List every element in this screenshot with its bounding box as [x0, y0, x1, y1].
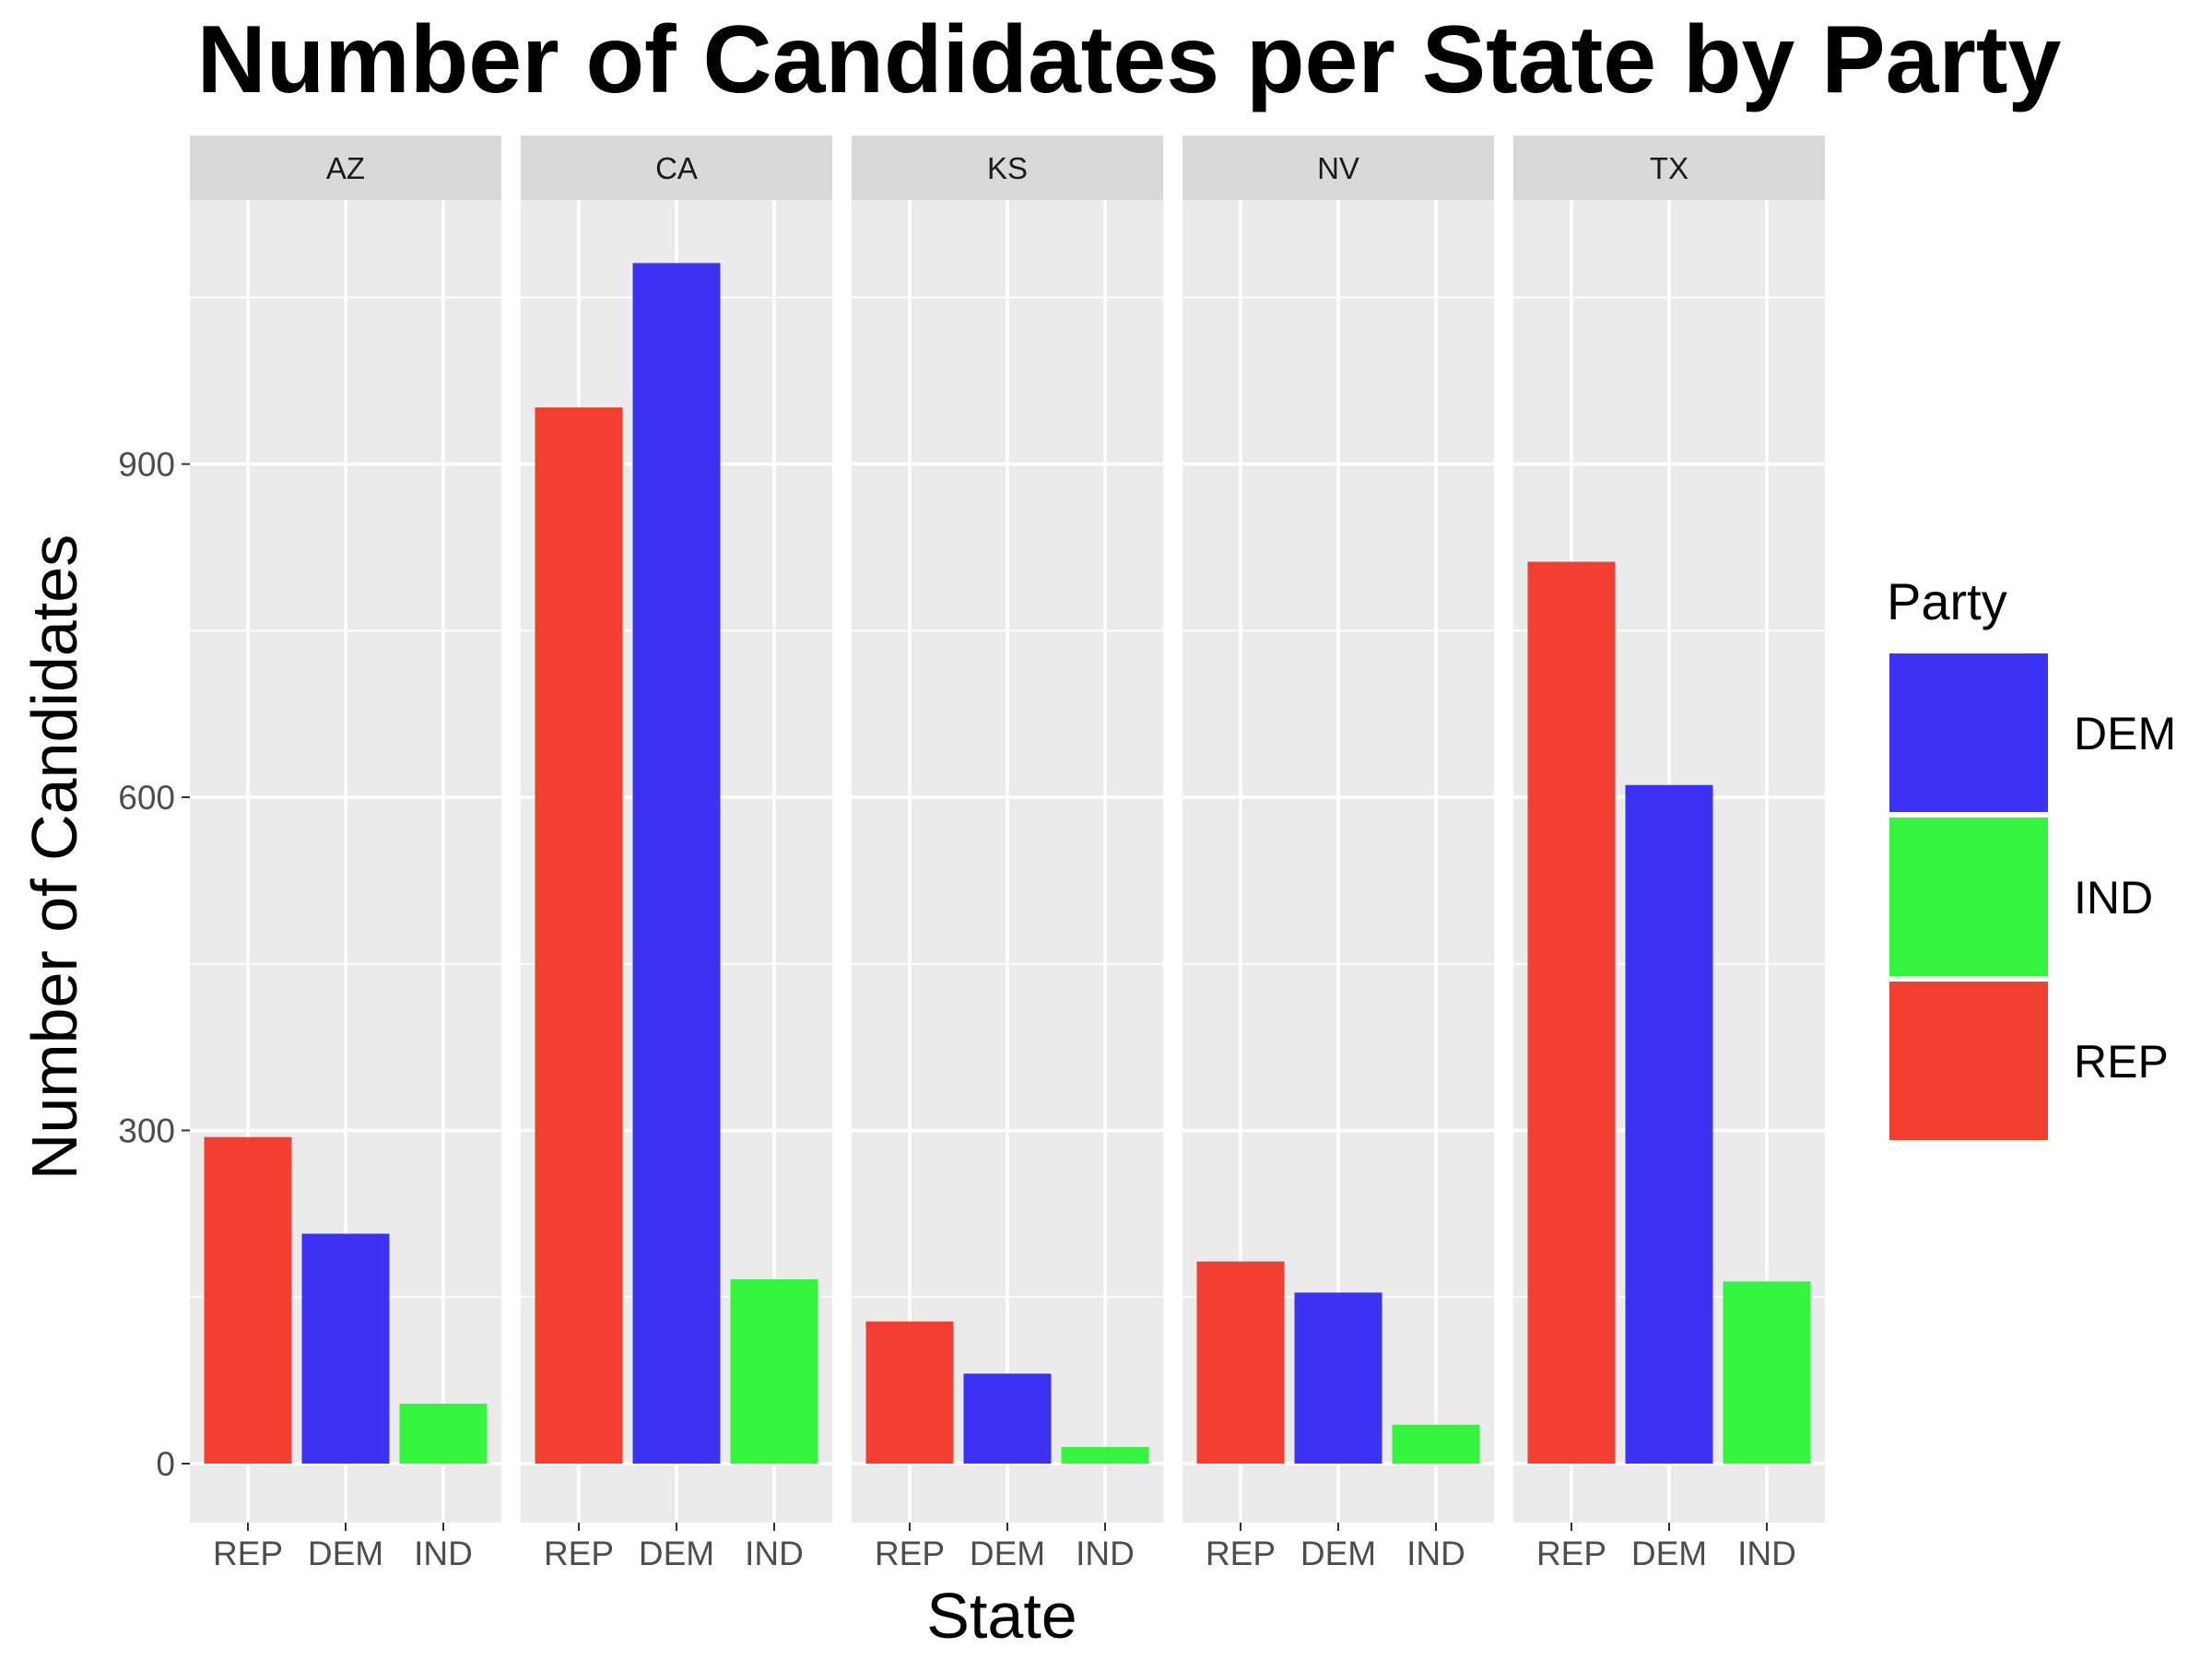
- x-axis-title: State: [926, 1580, 1077, 1652]
- x-tick-label: REP: [1206, 1535, 1276, 1572]
- facet-panel-ks: KS REP DEM IND: [852, 135, 1163, 1572]
- bar-ca-dem: [632, 263, 721, 1464]
- facet-strip: [1513, 135, 1825, 200]
- bar-az-ind: [399, 1403, 488, 1464]
- facet-strip-label: AZ: [326, 151, 365, 185]
- facet-strip: [852, 135, 1163, 200]
- facet-panels: AZ REP DEM IND CA REP DEM IND KS REP DEM IND NV REP DE…: [190, 135, 1825, 1572]
- x-tick-label: REP: [875, 1535, 945, 1572]
- legend-title: Party: [1887, 572, 2007, 630]
- x-tick-label: IND: [414, 1535, 473, 1572]
- y-axis-title: Number of Candidates: [18, 535, 90, 1180]
- x-tick-label: DEM: [308, 1535, 383, 1572]
- x-tick-label: IND: [1737, 1535, 1796, 1572]
- x-tick-label: DEM: [639, 1535, 714, 1572]
- x-tick-label: REP: [544, 1535, 614, 1572]
- facet-strip: [1182, 135, 1494, 200]
- x-tick-label: IND: [745, 1535, 804, 1572]
- facet-strip-label: NV: [1317, 151, 1359, 185]
- bar-tx-ind: [1723, 1281, 1811, 1464]
- facet-panel-tx: TX REP DEM IND: [1513, 135, 1825, 1572]
- legend-label-ind: IND: [2074, 872, 2153, 924]
- y-tick-label: 0: [156, 1445, 175, 1483]
- x-tick-label: REP: [1536, 1535, 1606, 1572]
- facet-panel-ca: CA REP DEM IND: [521, 135, 832, 1572]
- legend-swatch-ind: [1889, 818, 2048, 976]
- bar-az-rep: [204, 1136, 292, 1464]
- facet-strip-label: KS: [987, 151, 1028, 185]
- y-tick-label: 300: [118, 1112, 175, 1150]
- x-tick-label: DEM: [970, 1535, 1045, 1572]
- bar-ca-rep: [535, 407, 623, 1464]
- bar-ks-dem: [963, 1373, 1052, 1464]
- x-tick-label: REP: [213, 1535, 283, 1572]
- y-tick-label: 600: [118, 779, 175, 817]
- legend-label-rep: REP: [2074, 1036, 2169, 1088]
- facet-strip: [521, 135, 832, 200]
- x-tick-label: DEM: [1300, 1535, 1376, 1572]
- legend-label-dem: DEM: [2074, 708, 2176, 759]
- legend-swatch-dem: [1889, 653, 2048, 812]
- bar-ks-rep: [865, 1321, 954, 1464]
- bar-ca-ind: [730, 1278, 818, 1464]
- legend: Party DEM IND REP: [1887, 572, 2176, 1143]
- facet-strip-label: TX: [1650, 151, 1688, 185]
- bar-nv-rep: [1196, 1261, 1285, 1464]
- chart-title: Number of Candidates per State by Party: [197, 6, 2062, 113]
- facet-strip: [190, 135, 501, 200]
- facet-panel-nv: NV REP DEM IND: [1182, 135, 1494, 1572]
- facet-panel-az: AZ REP DEM IND: [190, 135, 501, 1572]
- x-tick-label: IND: [1076, 1535, 1135, 1572]
- y-tick-label: 900: [118, 446, 175, 484]
- legend-swatch-rep: [1889, 982, 2048, 1140]
- facet-strip-label: CA: [655, 151, 698, 185]
- bar-tx-dem: [1625, 784, 1713, 1464]
- bar-tx-rep: [1527, 561, 1616, 1464]
- x-tick-label: IND: [1406, 1535, 1465, 1572]
- x-tick-label: DEM: [1631, 1535, 1707, 1572]
- y-axis: 0 300 600 900: [118, 446, 190, 1483]
- bar-nv-dem: [1294, 1292, 1382, 1464]
- bar-az-dem: [301, 1233, 390, 1464]
- bar-ks-ind: [1061, 1446, 1149, 1464]
- bar-nv-ind: [1392, 1424, 1480, 1464]
